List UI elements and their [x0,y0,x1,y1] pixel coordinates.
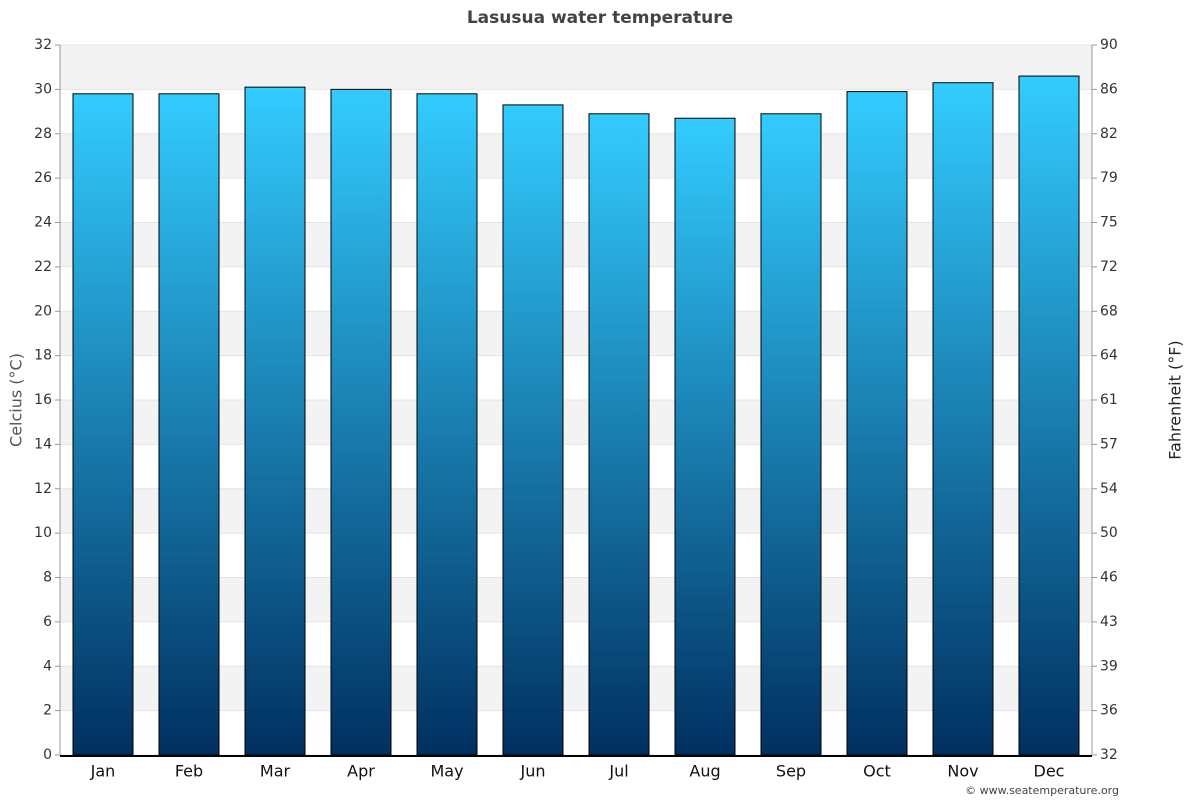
bar [1018,75,1080,756]
x-tick-label: Apr [347,762,375,781]
y-tick-label: 26 [34,170,52,186]
chart-title: Lasusua water temperature [467,8,733,28]
bar [416,93,478,756]
x-tick-label: Jul [608,762,628,781]
grid-band [60,488,1092,534]
y2-tick-label: 72 [1100,259,1118,275]
y-tick-label: 2 [43,703,52,719]
x-tick-label: Dec [1034,762,1065,781]
grid-band [60,666,1092,711]
y-tick-label: 8 [43,570,52,586]
y-tick-label: 24 [34,215,52,231]
y-tick-label: 18 [34,348,52,364]
y2-tick-label: 36 [1100,703,1118,719]
bar [502,104,564,756]
y-tick-label: 20 [34,303,52,319]
y2-tick-label: 39 [1100,658,1118,674]
grid-band [60,400,1092,445]
bar [158,93,220,756]
y-tick-label: 22 [34,259,52,275]
y-tick-label: 28 [34,126,52,142]
grid-band [60,577,1092,622]
x-tick-label: Feb [175,762,203,781]
y2-tick-label: 57 [1100,436,1118,452]
y2-tick-label: 50 [1100,525,1118,541]
bar [760,113,822,756]
y2-tick-label: 61 [1100,392,1118,408]
y2-tick-label: 82 [1100,126,1118,142]
x-tick-label: Aug [689,762,720,781]
y2-tick-label: 46 [1100,570,1118,586]
x-tick-label: Oct [863,762,891,781]
grid-band [60,133,1092,179]
bar [846,91,908,756]
credit: © www.seatemperature.org [965,784,1119,797]
y2-tick-label: 68 [1100,303,1118,319]
y-tick-label: 14 [34,436,52,452]
y2-tick-label: 32 [1100,747,1118,763]
y-tick-label: 0 [43,747,52,763]
x-tick-label: Jun [520,762,546,781]
x-tick-label: Sep [776,762,806,781]
x-tick-label: Mar [260,762,291,781]
grid-band [60,222,1092,267]
y-tick-label: 32 [34,37,52,53]
x-tick-label: Jan [90,762,116,781]
y2-tick-label: 43 [1100,614,1118,630]
y-tick-label: 10 [34,525,52,541]
y-tick-label: 12 [34,481,52,497]
y2-tick-label: 54 [1100,481,1118,497]
y-tick-label: 16 [34,392,52,408]
bar [244,86,306,756]
y2-tick-label: 90 [1100,37,1118,53]
y-tick-label: 4 [43,658,52,674]
y-tick-label: 30 [34,81,52,97]
x-tick-label: Nov [947,762,978,781]
grid-band [60,45,1092,90]
y-axis-label: Celcius (°C) [7,353,26,447]
x-tick-label: May [430,762,463,781]
bar [588,113,650,756]
y2-axis-label: Fahrenheit (°F) [1166,340,1185,459]
bar [330,88,392,756]
bar [674,117,736,756]
y-tick-label: 6 [43,614,52,630]
bar [932,82,994,756]
y2-tick-label: 75 [1100,215,1118,231]
bar [72,93,134,756]
grid-band [60,311,1092,356]
y2-tick-label: 79 [1100,170,1118,186]
y2-tick-label: 86 [1100,81,1118,97]
y2-tick-label: 64 [1100,348,1118,364]
